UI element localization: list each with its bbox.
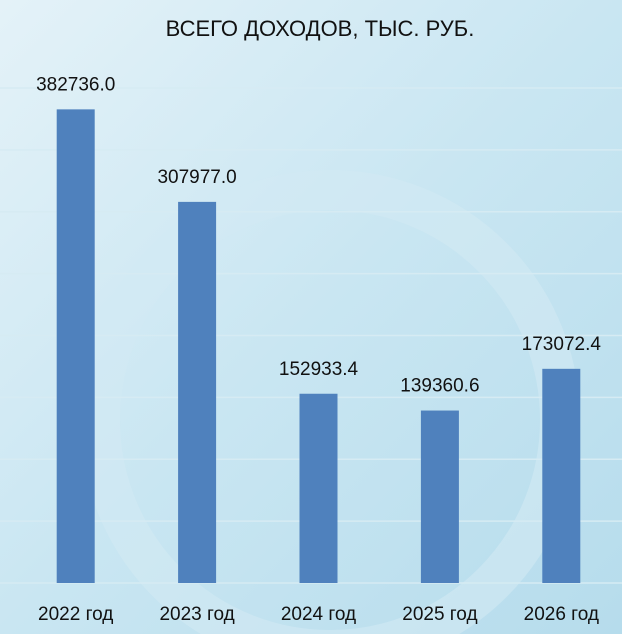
x-tick-label: 2022 год	[38, 604, 113, 625]
x-tick-label: 2025 год	[402, 604, 477, 625]
data-label: 139360.6	[400, 376, 479, 397]
bar	[56, 109, 95, 583]
bar	[178, 201, 217, 583]
data-label: 307977.0	[157, 167, 236, 188]
data-label: 152933.4	[279, 359, 359, 380]
chart-title: ВСЕГО ДОХОДОВ, ТЫС. РУБ.	[166, 16, 475, 41]
bar	[542, 368, 581, 583]
x-tick-label: 2023 год	[159, 604, 234, 625]
bar	[299, 393, 338, 583]
bar	[420, 410, 459, 583]
data-label: 173072.4	[522, 334, 602, 355]
data-label: 382736.0	[36, 74, 115, 95]
x-tick-label: 2026 год	[524, 604, 599, 625]
x-tick-label: 2024 год	[281, 604, 356, 625]
